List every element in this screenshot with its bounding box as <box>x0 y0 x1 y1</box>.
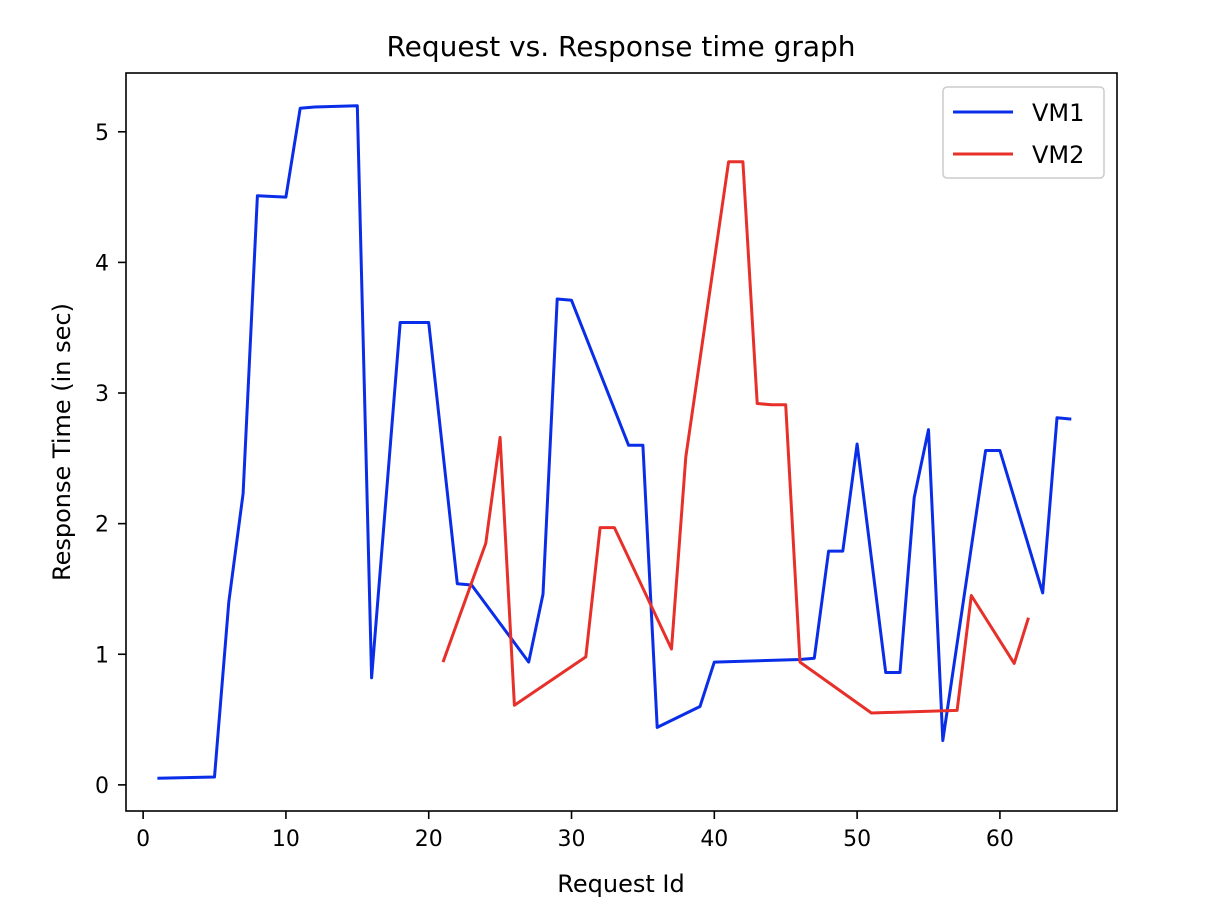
series-line-vm1 <box>157 104 1072 780</box>
y-tick-label: 2 <box>95 513 109 538</box>
x-tick-label: 20 <box>415 827 443 852</box>
x-tick-label: 30 <box>558 827 586 852</box>
legend-label-vm2: VM2 <box>1032 141 1084 169</box>
x-tick-label: 60 <box>986 827 1014 852</box>
y-tick-label: 0 <box>95 774 109 799</box>
x-axis: 0 10 20 30 40 50 60 <box>136 811 1014 852</box>
chart-title: Request vs. Response time graph <box>386 30 855 63</box>
x-tick-label: 10 <box>272 827 300 852</box>
y-tick-label: 1 <box>95 643 109 668</box>
x-tick-label: 40 <box>700 827 728 852</box>
series-line-vm2 <box>441 160 1030 715</box>
y-tick-label: 4 <box>95 251 109 276</box>
series-lines <box>157 104 1072 780</box>
x-tick-label: 0 <box>136 827 150 852</box>
y-axis: 0 1 2 3 4 5 <box>95 121 126 799</box>
x-axis-label: Request Id <box>557 870 684 898</box>
y-tick-label: 5 <box>95 121 109 146</box>
x-tick-label: 50 <box>843 827 871 852</box>
plot-area <box>125 72 1118 812</box>
legend: VM1 VM2 <box>942 86 1105 179</box>
y-axis-label: Response Time (in sec) <box>48 303 76 581</box>
y-tick-label: 3 <box>95 382 109 407</box>
legend-label-vm1: VM1 <box>1032 99 1084 127</box>
